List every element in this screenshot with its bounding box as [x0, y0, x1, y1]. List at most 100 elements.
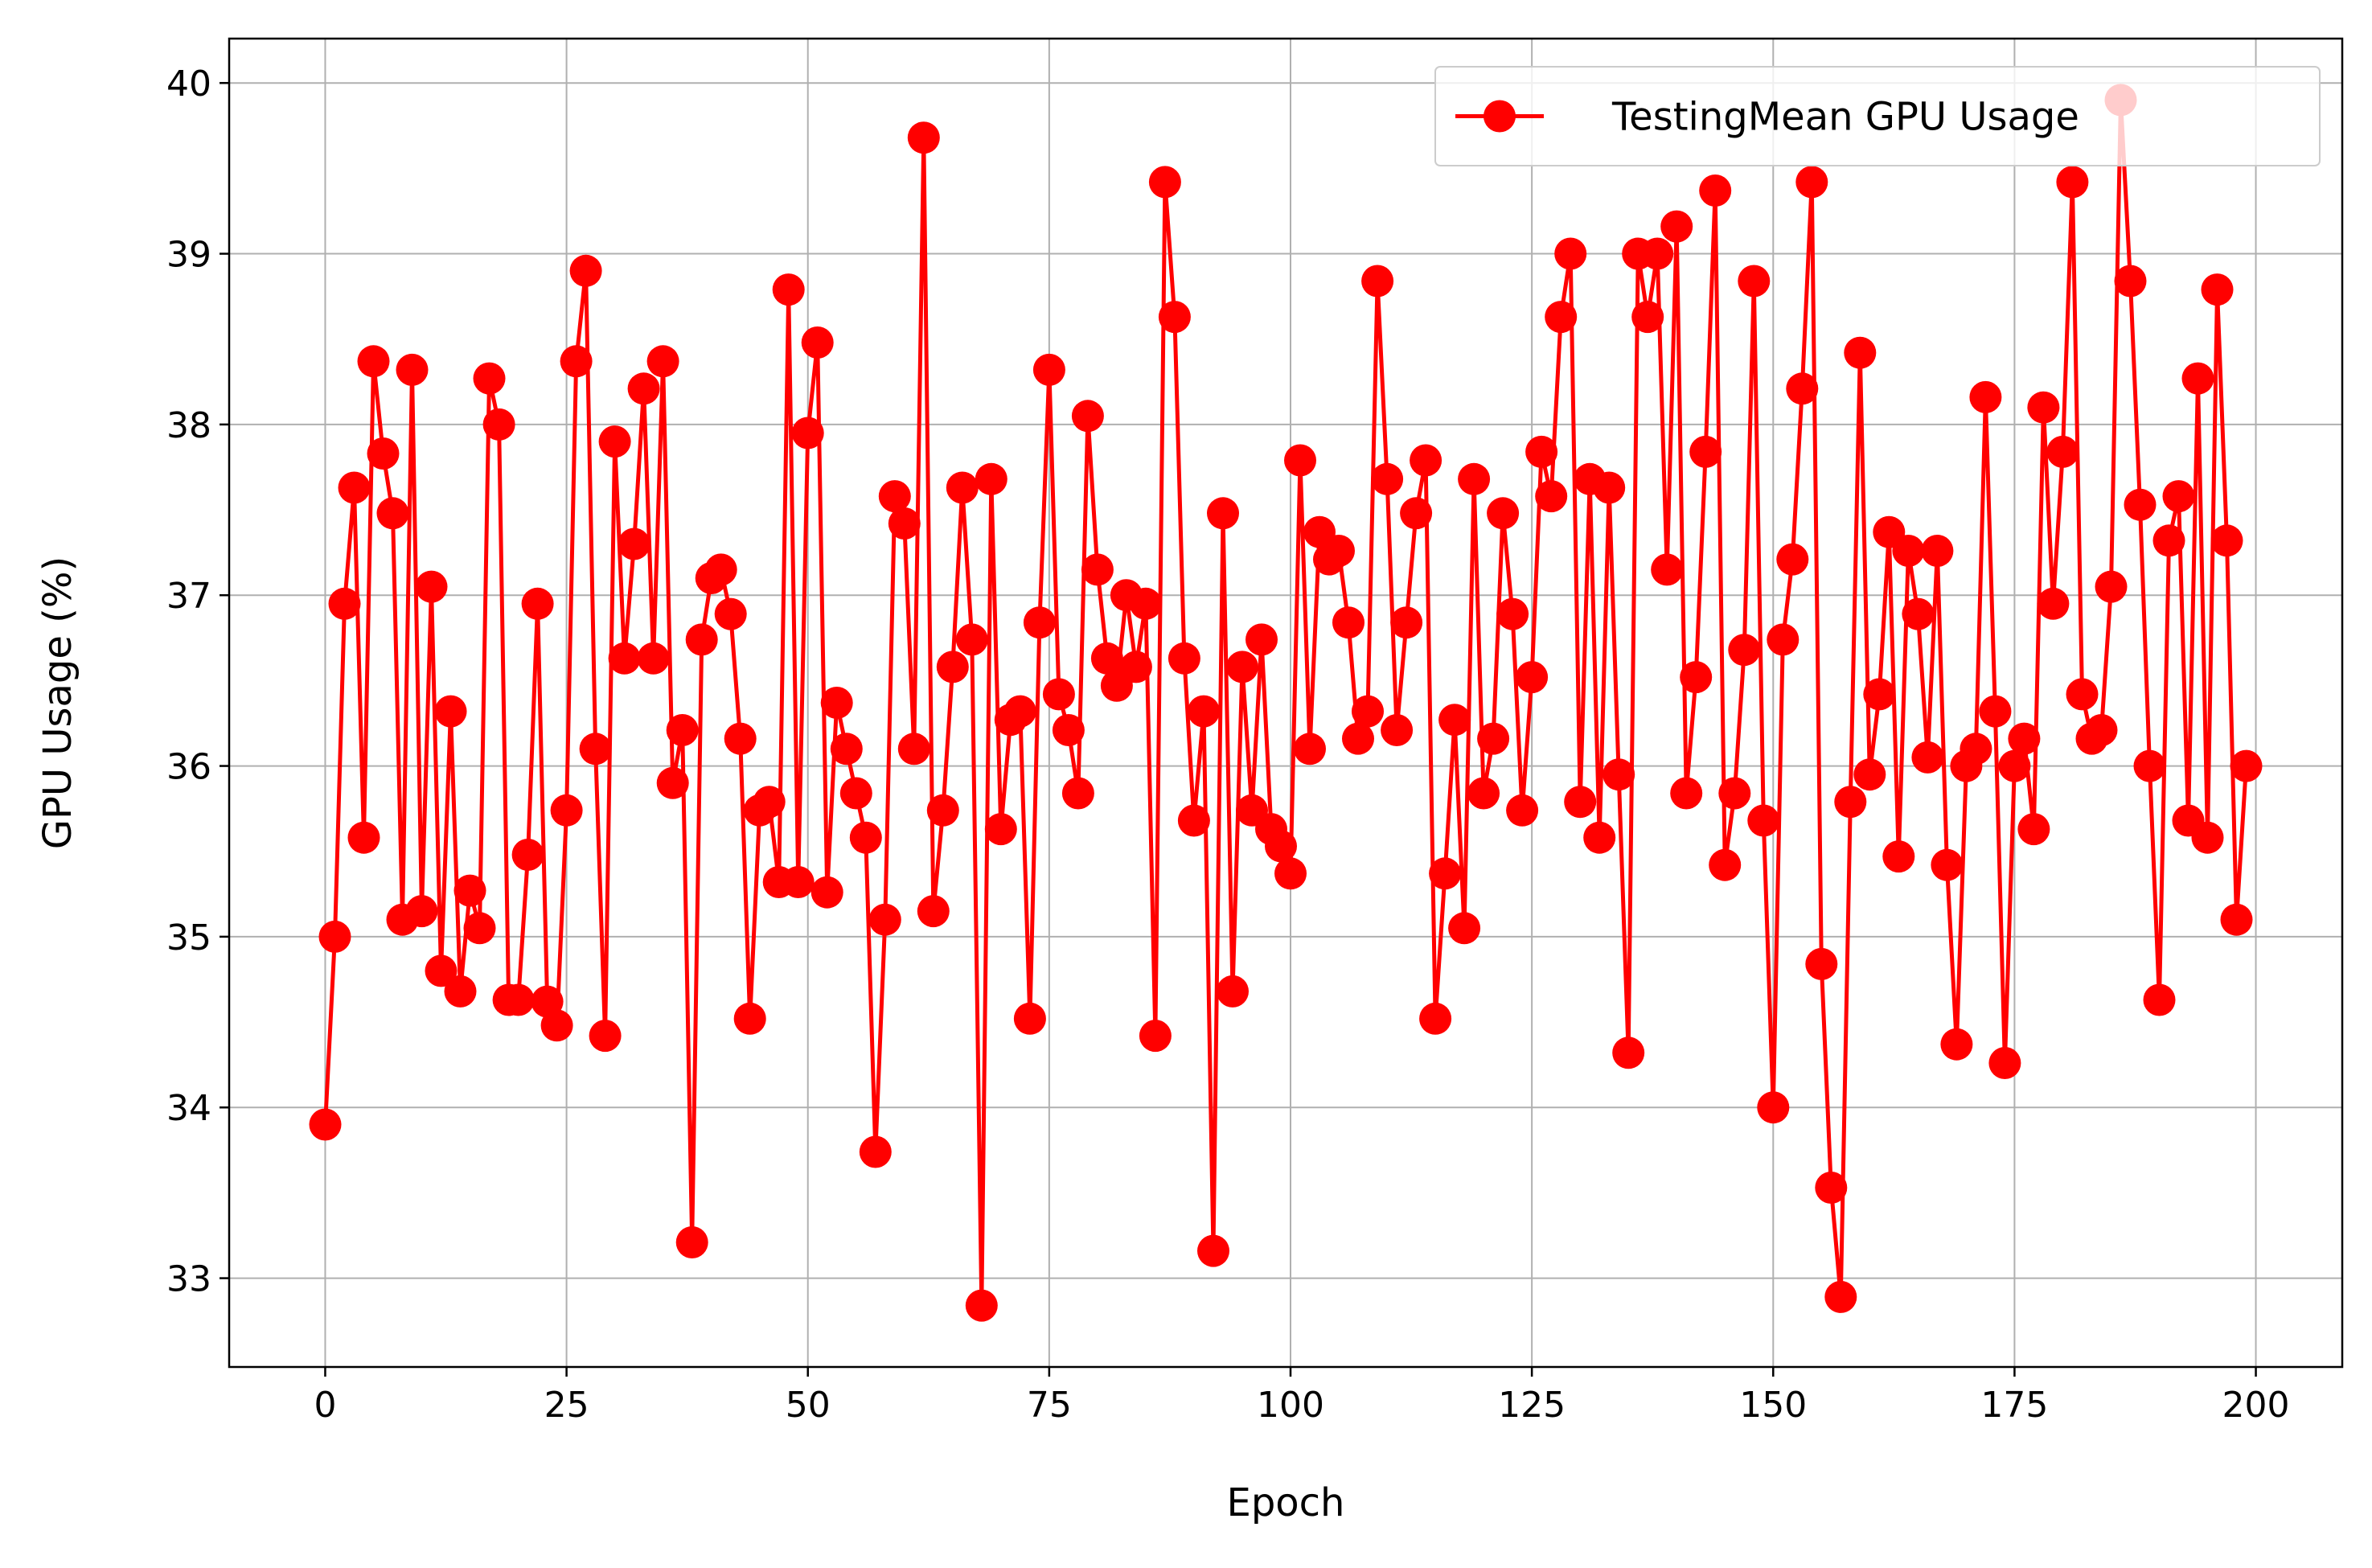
data-point — [1052, 714, 1085, 746]
data-point — [2085, 714, 2118, 746]
data-point — [1651, 553, 1684, 586]
data-point — [1969, 380, 2002, 413]
data-point — [1332, 606, 1365, 639]
data-point — [666, 714, 699, 746]
y-tick-label: 37 — [166, 576, 211, 617]
data-point — [1458, 462, 1491, 495]
data-point — [396, 353, 429, 386]
data-point — [453, 874, 486, 907]
data-point — [1438, 704, 1471, 737]
data-point — [338, 471, 371, 504]
data-point — [1496, 597, 1529, 630]
x-tick-label: 175 — [1980, 1385, 2048, 1426]
data-point — [1612, 1036, 1645, 1069]
data-point — [2162, 480, 2195, 513]
legend: TestingMean GPU Usage — [1434, 66, 2321, 166]
data-point — [1477, 722, 1510, 755]
axis-ticks: 0 25 50 75 100 125 150 175 200 33 34 35 36 37 38 39 40 — [166, 64, 2290, 1426]
y-tick-label: 34 — [166, 1088, 211, 1129]
y-tick-label: 36 — [166, 747, 211, 788]
data-point — [367, 437, 400, 470]
data-point — [936, 651, 969, 683]
data-point — [1168, 642, 1200, 675]
data-point — [1148, 166, 1181, 199]
data-point — [598, 425, 631, 458]
data-point — [2124, 488, 2157, 521]
x-tick-label: 200 — [2222, 1385, 2290, 1426]
data-point — [482, 408, 515, 441]
data-point — [1158, 301, 1191, 334]
data-point — [560, 345, 593, 378]
data-point — [1670, 777, 1703, 810]
data-point — [2008, 722, 2041, 755]
data-point — [868, 903, 901, 936]
data-point — [511, 839, 544, 871]
data-point — [839, 777, 872, 810]
data-point — [1583, 821, 1616, 854]
data-point — [1217, 975, 1249, 1008]
data-point — [675, 1226, 708, 1258]
data-point — [820, 687, 853, 719]
data-point — [589, 1020, 622, 1053]
data-point — [1564, 786, 1597, 819]
data-point — [1680, 661, 1713, 694]
data-point — [1979, 695, 2012, 728]
data-point — [1525, 435, 1558, 468]
data-point — [1882, 840, 1915, 873]
data-point — [1274, 857, 1307, 890]
data-point — [579, 733, 612, 766]
data-point — [1342, 722, 1374, 755]
data-point — [1003, 695, 1036, 728]
plot-series — [309, 84, 2263, 1322]
data-point — [1747, 804, 1780, 837]
data-point — [878, 480, 911, 513]
data-point — [1738, 265, 1771, 298]
axes-frame — [228, 37, 2344, 1369]
data-point — [1061, 777, 1094, 810]
data-point — [1119, 651, 1152, 683]
data-point — [540, 1009, 573, 1042]
data-point — [1805, 947, 1838, 980]
data-point — [1032, 353, 1065, 386]
data-point — [753, 786, 786, 819]
x-tick-label: 75 — [1027, 1385, 1072, 1426]
data-point — [2017, 813, 2050, 846]
data-point — [1197, 1234, 1229, 1267]
data-point — [1419, 1002, 1452, 1035]
data-point — [608, 642, 641, 675]
data-point — [1448, 912, 1481, 945]
data-point — [1352, 695, 1384, 728]
data-point — [704, 553, 737, 586]
data-point — [2133, 749, 2166, 782]
data-point — [1699, 174, 1732, 207]
data-point — [405, 895, 438, 928]
data-point — [917, 895, 950, 928]
data-point — [1776, 543, 1809, 576]
data-point — [1265, 830, 1297, 863]
data-point — [907, 121, 940, 154]
y-tick-label: 33 — [166, 1259, 211, 1300]
y-tick-label: 35 — [166, 917, 211, 958]
data-point — [1689, 435, 1722, 468]
data-point — [1931, 848, 1964, 881]
data-point — [975, 462, 1007, 495]
data-point — [1709, 848, 1742, 881]
data-point — [357, 345, 390, 378]
data-point — [2201, 273, 2234, 306]
data-point — [347, 821, 380, 854]
x-tick-label: 25 — [544, 1385, 589, 1426]
data-point — [618, 527, 650, 560]
data-point — [521, 587, 554, 620]
data-point — [2220, 903, 2253, 936]
y-tick-label: 38 — [166, 405, 211, 446]
data-point — [1603, 758, 1635, 791]
x-tick-label: 50 — [786, 1385, 831, 1426]
data-point — [425, 954, 458, 987]
data-point — [1400, 497, 1433, 530]
data-point — [1815, 1172, 1848, 1204]
data-point — [772, 273, 805, 306]
data-point — [1081, 553, 1114, 586]
data-point — [1294, 733, 1326, 766]
data-point — [811, 876, 843, 909]
